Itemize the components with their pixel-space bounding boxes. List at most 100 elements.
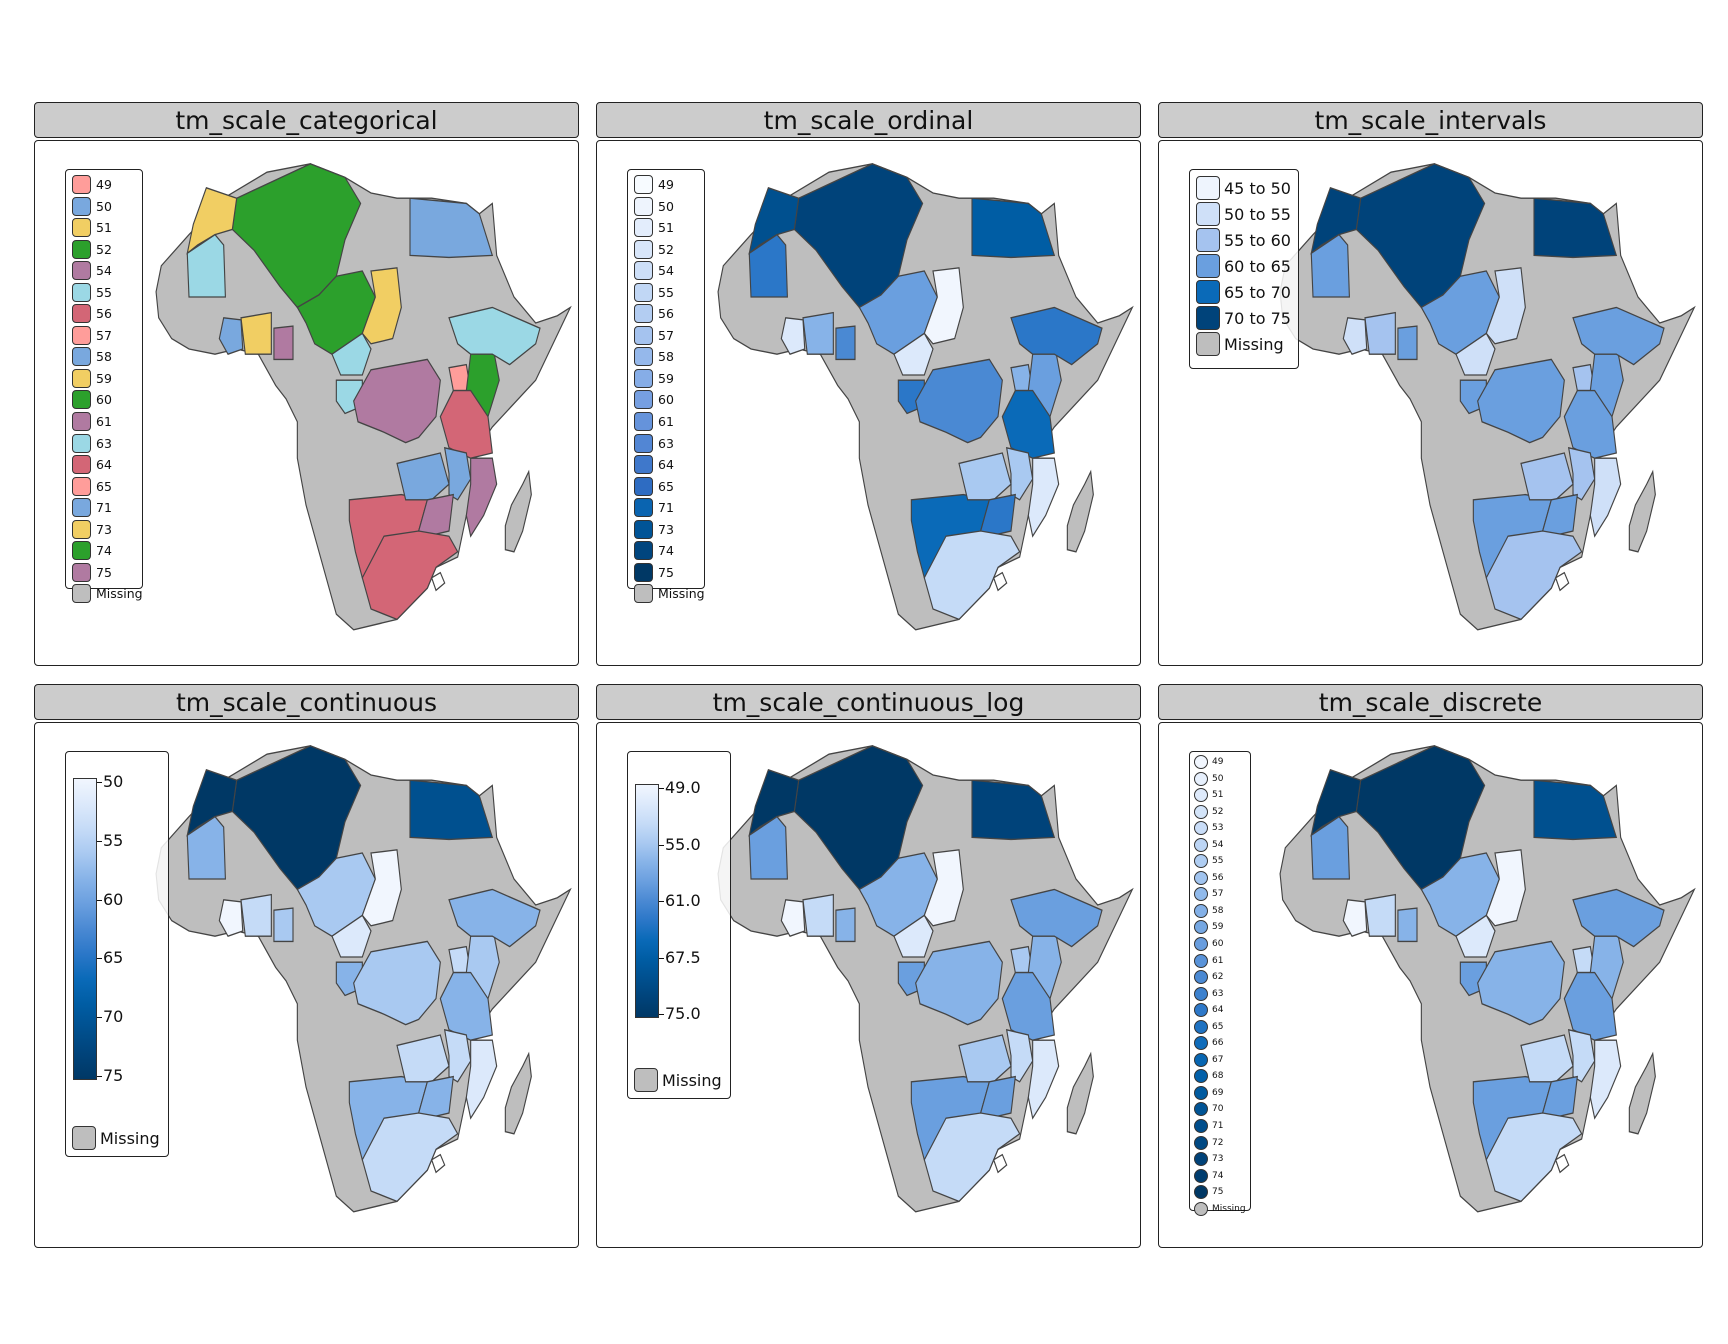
legend-swatch bbox=[1194, 937, 1208, 952]
legend-swatch bbox=[634, 368, 653, 388]
legend-label: 61 bbox=[1212, 955, 1224, 966]
map-frame: 50 55 60 65 70 75 Missing bbox=[34, 722, 579, 1248]
legend-item: 59 bbox=[1194, 920, 1246, 935]
legend-label: 56 bbox=[1212, 872, 1224, 883]
legend-swatch bbox=[1194, 1201, 1208, 1216]
legend-swatch bbox=[1194, 1003, 1208, 1018]
legend-item: Missing bbox=[72, 584, 143, 604]
legend-item: 56 bbox=[634, 304, 698, 324]
legend-swatch bbox=[1194, 1185, 1208, 1200]
legend-swatch bbox=[634, 390, 653, 410]
legend-tick-label: 50 bbox=[96, 772, 124, 791]
panel-title: tm_scale_discrete bbox=[1158, 684, 1703, 720]
legend-item: 75 bbox=[72, 562, 136, 582]
legend-swatch bbox=[1194, 986, 1208, 1001]
legend-tick-label: 55.0 bbox=[659, 834, 701, 854]
legend-label: 63 bbox=[1212, 988, 1224, 999]
legend-discrete: 49 50 51 52 53 54 55 56 57 58 59 60 61 62 63 64 65 66 67 68… bbox=[1189, 751, 1251, 1216]
legend-missing-item: Missing bbox=[72, 1126, 160, 1150]
legend-item: 57 bbox=[634, 325, 698, 345]
legend-item: 55 bbox=[634, 282, 698, 302]
legend-item: 58 bbox=[72, 347, 136, 367]
legend-swatch bbox=[1194, 788, 1208, 803]
legend-label: 72 bbox=[1212, 1137, 1224, 1148]
legend-label: 66 bbox=[1212, 1038, 1224, 1049]
legend-swatch bbox=[1196, 306, 1220, 330]
panel-title: tm_scale_intervals bbox=[1158, 102, 1703, 138]
legend-swatch bbox=[634, 541, 653, 561]
legend-label: 60 to 65 bbox=[1224, 256, 1291, 276]
map-frame: 49 50 51 52 53 54 55 56 57 58 59 60 61 62 63 64 65 66 67 68… bbox=[1158, 722, 1703, 1248]
legend-label: 65 bbox=[658, 478, 674, 494]
legend-swatch bbox=[1194, 1069, 1208, 1084]
legend-label: 51 bbox=[1212, 790, 1224, 801]
africa-map bbox=[1279, 745, 1696, 1213]
legend-swatch bbox=[1194, 953, 1208, 968]
legend-label: 63 bbox=[658, 435, 674, 451]
panel-categorical: tm_scale_categorical bbox=[34, 102, 579, 666]
legend-swatch bbox=[72, 433, 91, 453]
legend-swatch bbox=[634, 498, 653, 518]
legend-label: 51 bbox=[96, 220, 112, 236]
legend-swatch bbox=[1194, 1152, 1208, 1167]
legend-item: 53 bbox=[1194, 821, 1246, 836]
legend-swatch bbox=[72, 239, 91, 259]
legend-label: 65 bbox=[96, 478, 112, 494]
legend-swatch bbox=[72, 325, 91, 345]
panel-title: tm_scale_categorical bbox=[34, 102, 579, 138]
legend-swatch bbox=[72, 562, 91, 582]
legend-item: 60 to 65 bbox=[1196, 254, 1292, 278]
legend-swatch bbox=[1194, 1102, 1208, 1117]
legend-label: 58 bbox=[658, 349, 674, 365]
legend-swatch bbox=[1194, 1019, 1208, 1034]
legend-item: 51 bbox=[634, 218, 698, 238]
legend-swatch bbox=[72, 498, 91, 518]
legend-item: 71 bbox=[1194, 1119, 1246, 1134]
legend-label: 59 bbox=[1212, 922, 1224, 933]
legend-swatch bbox=[634, 196, 653, 216]
legend-label: 57 bbox=[1212, 889, 1224, 900]
legend-label: 71 bbox=[96, 500, 112, 516]
legend-label: 75 bbox=[658, 564, 674, 580]
legend-swatch bbox=[1196, 228, 1220, 252]
panel-continuous-log: tm_scale_continuous_log bbox=[596, 684, 1141, 1248]
legend-swatch bbox=[634, 218, 653, 238]
legend-label: 58 bbox=[96, 349, 112, 365]
legend-tick-label: 61.0 bbox=[659, 891, 701, 910]
legend-item: 57 bbox=[1194, 887, 1246, 902]
legend-swatch bbox=[634, 261, 653, 281]
legend-label: 55 bbox=[96, 284, 112, 300]
legend-item: 55 bbox=[1194, 854, 1246, 869]
legend-label: 60 bbox=[658, 392, 674, 408]
legend-item: 50 bbox=[634, 196, 698, 216]
panel-continuous: tm_scale_continuous bbox=[34, 684, 579, 1248]
legend-item: 72 bbox=[1194, 1135, 1246, 1150]
legend-swatch bbox=[72, 261, 91, 281]
panel-discrete: tm_scale_discrete bbox=[1158, 684, 1703, 1248]
legend-item: 52 bbox=[634, 239, 698, 259]
legend-label: 71 bbox=[1212, 1121, 1224, 1132]
legend-swatch bbox=[72, 347, 91, 367]
legend-item: 64 bbox=[634, 455, 698, 475]
legend-label: 68 bbox=[1212, 1071, 1224, 1082]
legend-tick-label: 75 bbox=[96, 1066, 124, 1085]
color-ramp bbox=[635, 784, 659, 1018]
legend-label: 55 bbox=[1212, 856, 1224, 867]
legend-item: 54 bbox=[72, 261, 136, 281]
legend-item: 49 bbox=[634, 175, 698, 194]
legend-tick-label: 75.0 bbox=[659, 1004, 701, 1023]
legend-item: 50 to 55 bbox=[1196, 202, 1292, 226]
map-frame: 49.0 55.0 61.0 67.5 75.0 Missing bbox=[596, 722, 1141, 1248]
legend-item: 58 bbox=[1194, 903, 1246, 918]
legend-swatch bbox=[1196, 254, 1220, 278]
legend-item: 51 bbox=[1194, 788, 1246, 803]
legend-label: 59 bbox=[658, 370, 674, 386]
legend-item: 63 bbox=[72, 433, 136, 453]
legend-label: 64 bbox=[96, 457, 112, 473]
legend-item: 61 bbox=[634, 412, 698, 432]
legend-item: 59 bbox=[634, 368, 698, 388]
panel-ordinal: tm_scale_ordinal bbox=[596, 102, 1141, 666]
legend-label: 75 bbox=[1212, 1187, 1224, 1198]
legend-label: 54 bbox=[96, 263, 112, 279]
legend-item: 56 bbox=[72, 304, 136, 324]
